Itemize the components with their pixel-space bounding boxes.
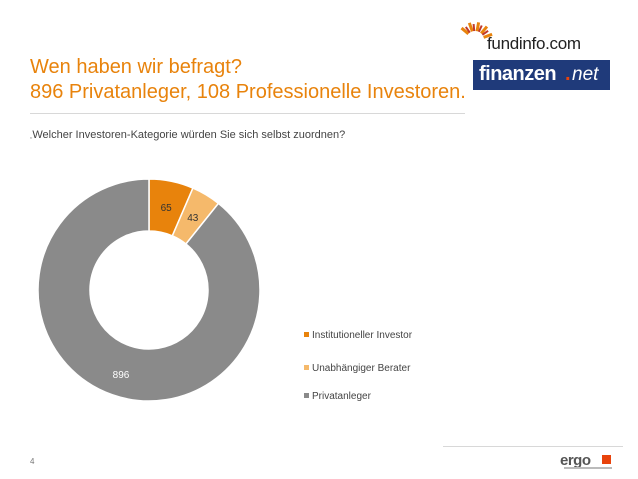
legend-swatch-private (304, 393, 309, 398)
data-label-advisor: 43 (187, 213, 199, 224)
legend-item-private: Privatanleger (304, 391, 371, 402)
legend-label-institutional: Institutioneller Investor (312, 330, 412, 341)
footer-divider (443, 446, 623, 447)
legend-label-advisor: Unabhängiger Berater (312, 363, 410, 374)
ergo-mark-icon (602, 455, 611, 464)
legend-item-institutional: Institutioneller Investor (304, 330, 412, 341)
legend-swatch-institutional (304, 332, 309, 337)
page-number: 4 (30, 457, 34, 466)
slice-private (38, 179, 260, 401)
legend-swatch-advisor (304, 365, 309, 370)
ergo-tagline-bar (564, 467, 612, 469)
data-label-institutional: 65 (161, 203, 173, 214)
data-label-private: 896 (113, 370, 130, 381)
legend-item-advisor: Unabhängiger Berater (304, 363, 410, 374)
legend-label-private: Privatanleger (312, 391, 371, 402)
ergo-logo: ergo (560, 452, 620, 472)
